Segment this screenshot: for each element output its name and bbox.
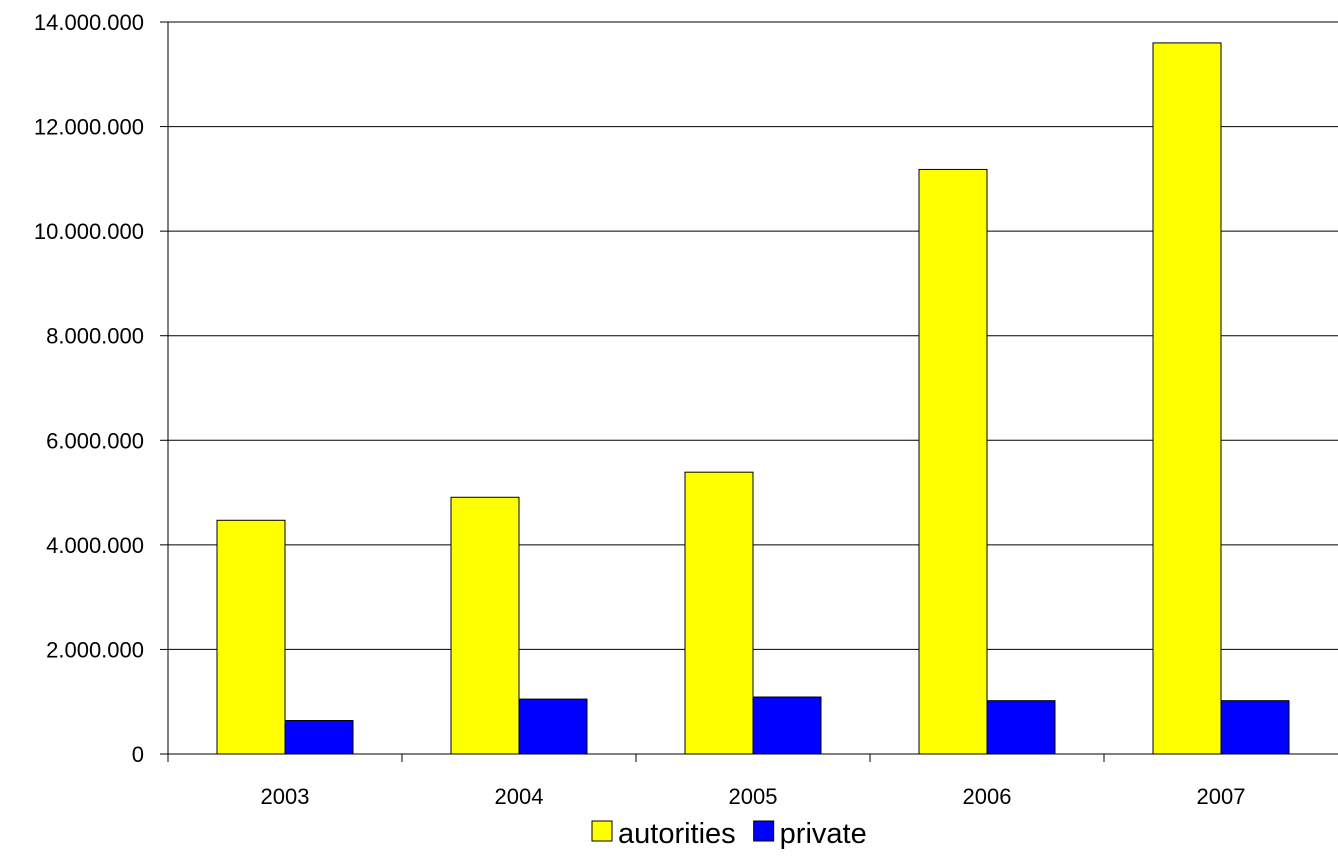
- gridlines: [168, 21, 1338, 650]
- y-tick-label: 2.000.000: [46, 637, 144, 662]
- bars: [216, 42, 1290, 755]
- y-tick-label: 0: [132, 742, 144, 767]
- bar-autorities-2003: [216, 519, 286, 755]
- bar-autorities-2005: [684, 471, 754, 755]
- legend-label-private: private: [780, 818, 867, 850]
- y-tick-label: 8.000.000: [46, 324, 144, 349]
- y-tick-label: 6.000.000: [46, 428, 144, 453]
- y-axis-tick-labels: 0 2.000.000 4.000.000 6.000.000 8.000.000 10.…: [34, 10, 144, 767]
- legend-label-autorities: autorities: [618, 818, 736, 850]
- bar-private-2006: [986, 700, 1056, 755]
- x-tick-label: 2007: [1197, 784, 1246, 809]
- y-tick-label: 10.000.000: [34, 219, 144, 244]
- y-tick-label: 12.000.000: [34, 115, 144, 140]
- x-tick-label: 2005: [729, 784, 778, 809]
- bar-autorities-2007: [1152, 42, 1222, 755]
- x-axis-tick-labels: 2003 2004 2005 2006 2007: [261, 784, 1246, 809]
- y-tick-label: 4.000.000: [46, 533, 144, 558]
- axes: [160, 21, 1338, 762]
- x-tick-label: 2004: [495, 784, 544, 809]
- legend-swatch-private: [753, 820, 775, 842]
- bar-private-2003: [284, 720, 354, 755]
- bar-private-2007: [1220, 700, 1290, 755]
- x-tick-label: 2006: [963, 784, 1012, 809]
- bar-autorities-2006: [918, 168, 988, 755]
- bar-autorities-2004: [450, 496, 520, 755]
- bar-private-2005: [752, 696, 822, 755]
- bar-private-2004: [518, 698, 588, 755]
- y-tick-label: 14.000.000: [34, 10, 144, 35]
- legend: autorities private: [591, 818, 867, 850]
- legend-swatch-autorities: [591, 820, 613, 842]
- x-tick-label: 2003: [261, 784, 310, 809]
